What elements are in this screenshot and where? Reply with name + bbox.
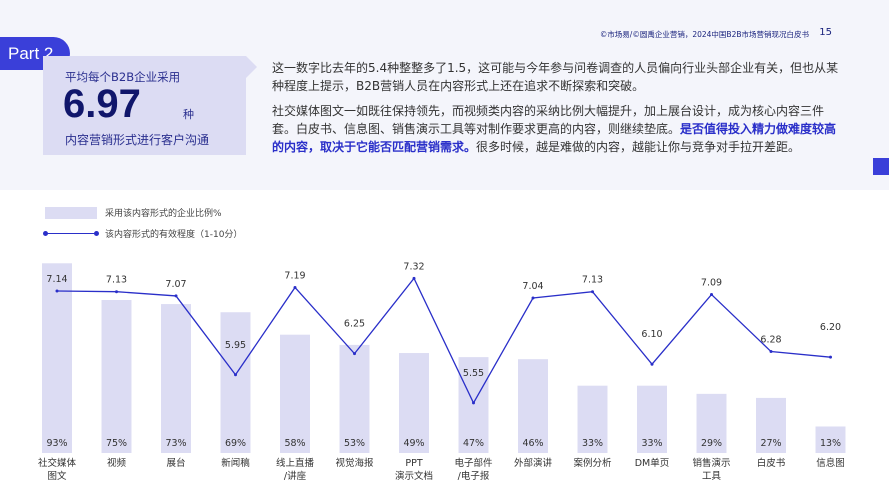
bar-label: 33% [641, 438, 662, 449]
category-label: 新闻稿 [221, 458, 250, 469]
callout-unit: 种 [183, 108, 194, 121]
line-point [174, 294, 178, 298]
category-label: PPT 演示文档 [394, 458, 433, 482]
bar-label: 53% [344, 438, 365, 449]
line-point [412, 276, 416, 280]
category-label: 案例分析 [573, 458, 612, 469]
bar-label: 13% [820, 438, 841, 449]
line-label: 7.14 [46, 274, 67, 285]
bar [756, 397, 786, 453]
page-number: 15 [819, 27, 832, 38]
bar-label: 47% [463, 438, 484, 449]
para2-text: 社交媒体图文一如既往保持领先，而视频类内容的采纳比例大幅提升，加上展台设计，成为… [272, 104, 825, 136]
line-point [234, 373, 237, 377]
line-point [710, 293, 713, 297]
line-label: 5.95 [225, 340, 246, 351]
line-point [353, 352, 356, 356]
line-label: 6.25 [344, 319, 365, 330]
line-label: 6.10 [641, 329, 662, 340]
line-label: 5.55 [463, 368, 484, 379]
bar-label: 73% [165, 438, 186, 449]
bar [458, 357, 489, 453]
legend-line: 该内容形式的有效程度（1-10分） [43, 227, 243, 240]
legend-bar-swatch [45, 206, 97, 219]
line-label: 7.19 [284, 270, 305, 281]
line-point [591, 290, 594, 294]
line-point [472, 401, 475, 405]
paragraph-1: 这一数字比去年的5.4种整整多了1.5，这可能与今年参与问卷调查的人员偏向行业头… [272, 61, 839, 93]
line-label: 6.28 [760, 335, 781, 346]
line-label: 7.13 [106, 275, 127, 286]
line-point [769, 350, 773, 354]
category-label: 线上直播 /讲座 [275, 458, 314, 482]
bar [815, 426, 846, 453]
side-marker [873, 158, 889, 175]
line-label: 7.04 [522, 281, 543, 292]
line-label: 7.32 [403, 261, 424, 272]
para2-highlight: 是否值得投入精力做难度较高的内容，取决于它能否匹配营销需求。 [272, 122, 837, 154]
para2-tail: 很多时候，越是难做的内容，越能让你与竞争对手拉开差距。 [476, 140, 801, 154]
bar-label: 49% [403, 438, 424, 449]
category-label: 外部演讲 [513, 458, 552, 469]
bar [339, 344, 370, 453]
legend-line-swatch [43, 231, 99, 235]
category-label: DM单页 [634, 458, 670, 469]
stat-callout: 平均每个B2B企业采用 6.97 种 内容营销形式进行客户沟通 [43, 56, 257, 155]
bar [577, 385, 608, 453]
paragraph-2: 社交媒体图文一如既往保持领先，而视频类内容的采纳比例大幅提升，加上展台设计，成为… [272, 102, 842, 156]
bar [637, 385, 667, 453]
legend-line-label: 该内容形式的有效程度（1-10分） [105, 230, 243, 240]
category-label: 电子部件 /电子报 [454, 458, 493, 482]
line-point [293, 285, 297, 289]
category-label: 视觉海报 [335, 458, 374, 469]
line-label: 6.20 [820, 322, 841, 333]
bar [42, 263, 72, 453]
bar [399, 353, 429, 453]
category-label: 白皮书 [756, 458, 786, 469]
line-point [829, 355, 832, 359]
bar-label: 75% [106, 438, 127, 449]
bar-label: 27% [760, 438, 781, 449]
bar [101, 300, 132, 453]
source-credit: ©市场易/©圆禹企业营销，2024中国B2B市场营销现况白皮书 [599, 30, 809, 39]
bar [518, 359, 548, 453]
bar-label: 69% [225, 438, 246, 449]
category-label: 视频 [106, 458, 126, 469]
bar-label: 29% [701, 438, 722, 449]
bar [280, 334, 310, 453]
bar-label: 93% [46, 438, 67, 449]
category-label: 展台 [166, 458, 186, 469]
line-label: 7.09 [701, 278, 722, 289]
bar [696, 393, 727, 453]
line-point [531, 296, 535, 300]
line-point [115, 290, 118, 294]
category-label: 销售演示 工具 [692, 458, 731, 482]
category-label: 信息图 [816, 458, 845, 469]
line-point [650, 362, 654, 366]
category-label: 社交媒体 图文 [37, 458, 76, 482]
bar [220, 312, 251, 453]
bar [161, 304, 191, 453]
line-label: 7.13 [582, 275, 603, 286]
bar-label: 58% [284, 438, 305, 449]
bar-label: 33% [582, 438, 603, 449]
line-point [55, 289, 59, 293]
line-label: 7.07 [165, 279, 186, 290]
bar-label: 46% [522, 438, 543, 449]
effectiveness-line [56, 277, 831, 405]
callout-line3: 内容营销形式进行客户沟通 [65, 133, 210, 147]
legend-bar: 采用该内容形式的企业比例% [45, 206, 222, 219]
callout-value: 6.97 [63, 82, 141, 126]
legend-bar-label: 采用该内容形式的企业比例% [105, 209, 222, 219]
callout-line1: 平均每个B2B企业采用 [65, 70, 181, 84]
